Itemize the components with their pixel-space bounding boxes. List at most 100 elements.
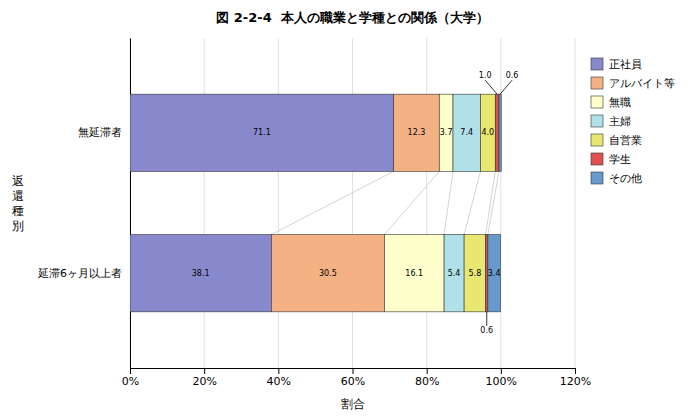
grid-line (500, 38, 501, 368)
grid-line (278, 38, 279, 368)
legend-label: アルバイト等 (609, 77, 675, 90)
bar (464, 235, 486, 312)
legend-label: その他 (609, 172, 642, 185)
x-tick: 40% (267, 368, 291, 388)
legend-swatch (591, 77, 603, 89)
data-label: 5.4 (448, 269, 461, 278)
x-tick-mark (575, 368, 576, 374)
y-tick: 延滞6ヶ月以上者 (37, 267, 122, 280)
legend-label: 学生 (609, 153, 631, 166)
data-label: 3.7 (440, 128, 453, 137)
bar (499, 94, 501, 171)
bar (453, 94, 480, 171)
annotation: 1.0 (479, 71, 492, 80)
title: 図 2-2-4 本人の職業と学種との関係（大学） (216, 10, 489, 25)
legend-swatch (591, 153, 603, 165)
legend-swatch (591, 96, 603, 108)
legend-item: 自営業 (591, 134, 642, 147)
grid (130, 38, 575, 368)
legend-label: 無職 (609, 96, 631, 109)
data-label: 38.1 (192, 269, 210, 278)
y-axis: 無延滞者延滞6ヶ月以上者 (37, 39, 131, 369)
x-tick: 120% (560, 368, 591, 388)
y-tick-label: 無延滞者 (78, 126, 122, 139)
x-tick-label: 60% (341, 375, 365, 388)
data-label: 71.1 (253, 128, 271, 137)
legend-swatch (591, 115, 603, 127)
data-label: 7.4 (460, 128, 473, 137)
annotation-line (485, 80, 497, 94)
legend-swatch (591, 58, 603, 70)
bar (480, 94, 495, 171)
data-labels: 71.1 38.1 12.3 30.5 3.7 16.1 7.4 5.4 4.0 5.8 1.0 0.… (192, 71, 519, 335)
y-tick-label: 延滞6ヶ月以上者 (37, 267, 122, 280)
plot-area: 0% 20% 40% 60% 80% 100% 120% 無延滞者延滞6ヶ月以上者 71.1 38… (37, 38, 591, 388)
legend-swatch (591, 134, 603, 146)
legend-item: 主婦 (591, 115, 631, 128)
legend-item: 学生 (591, 153, 631, 166)
chart: 0% 20% 40% 60% 80% 100% 120% 無延滞者延滞6ヶ月以上者 71.1 38… (0, 0, 700, 420)
data-label: 12.3 (408, 128, 426, 137)
bar (271, 235, 384, 312)
x-tick-mark (278, 368, 279, 374)
x-tick-mark (501, 368, 502, 374)
bar (495, 94, 499, 171)
x-axis-title: 割合 (341, 397, 365, 411)
connector-line (464, 171, 480, 234)
grid-line (204, 38, 205, 368)
data-label: 4.0 (481, 128, 494, 137)
bar (384, 235, 444, 312)
x-tick-label: 0% (122, 375, 139, 388)
x-tick-label: 80% (415, 375, 439, 388)
legend: 正社員アルバイト等無職主婦自営業学生その他 (591, 58, 675, 185)
x-tick-label: 20% (192, 375, 216, 388)
legend-label: 主婦 (609, 115, 631, 128)
data-label: 5.8 (469, 269, 482, 278)
grid-line (352, 38, 353, 368)
y-tick: 無延滞者 (78, 126, 122, 139)
bar (439, 94, 453, 171)
grid-line (575, 38, 576, 368)
connector-line (271, 171, 393, 234)
bar (394, 94, 440, 171)
legend-swatch (591, 172, 603, 184)
x-tick-label: 100% (486, 375, 517, 388)
x-tick: 0% (122, 368, 139, 388)
annotation-line (500, 80, 512, 94)
bar (488, 235, 501, 312)
data-label: 3.4 (488, 269, 501, 278)
legend-item: アルバイト等 (591, 77, 675, 90)
y-axis-title: 返還種別 (12, 174, 24, 233)
annotation-line (486, 312, 487, 326)
data-label: 30.5 (319, 269, 337, 278)
x-tick: 100% (486, 368, 517, 388)
annotation: 0.6 (506, 71, 519, 80)
connector-line (444, 171, 453, 234)
x-tick-mark (427, 368, 428, 374)
bar (130, 235, 271, 312)
bars (130, 94, 501, 312)
data-label: 16.1 (405, 269, 423, 278)
x-tick-mark (130, 368, 131, 374)
annotation: 0.6 (480, 326, 493, 335)
y-axis-line (130, 39, 131, 369)
grid-line (426, 38, 427, 368)
x-tick: 80% (415, 368, 439, 388)
x-tick-label: 120% (560, 375, 591, 388)
x-tick: 20% (192, 368, 216, 388)
x-tick: 60% (341, 368, 365, 388)
bar (130, 94, 394, 171)
connector-line (486, 171, 496, 234)
x-tick-mark (353, 368, 354, 374)
legend-label: 自営業 (609, 134, 642, 147)
legend-item: その他 (591, 172, 642, 185)
connector-line (488, 171, 499, 234)
x-tick-mark (204, 368, 205, 374)
x-axis-line (131, 369, 576, 375)
x-tick-label: 40% (267, 375, 291, 388)
legend-item: 正社員 (591, 58, 642, 71)
legend-item: 無職 (591, 96, 631, 109)
grid-line (130, 38, 131, 368)
x-axis: 0% 20% 40% 60% 80% 100% 120% (122, 368, 591, 388)
legend-label: 正社員 (609, 58, 642, 71)
